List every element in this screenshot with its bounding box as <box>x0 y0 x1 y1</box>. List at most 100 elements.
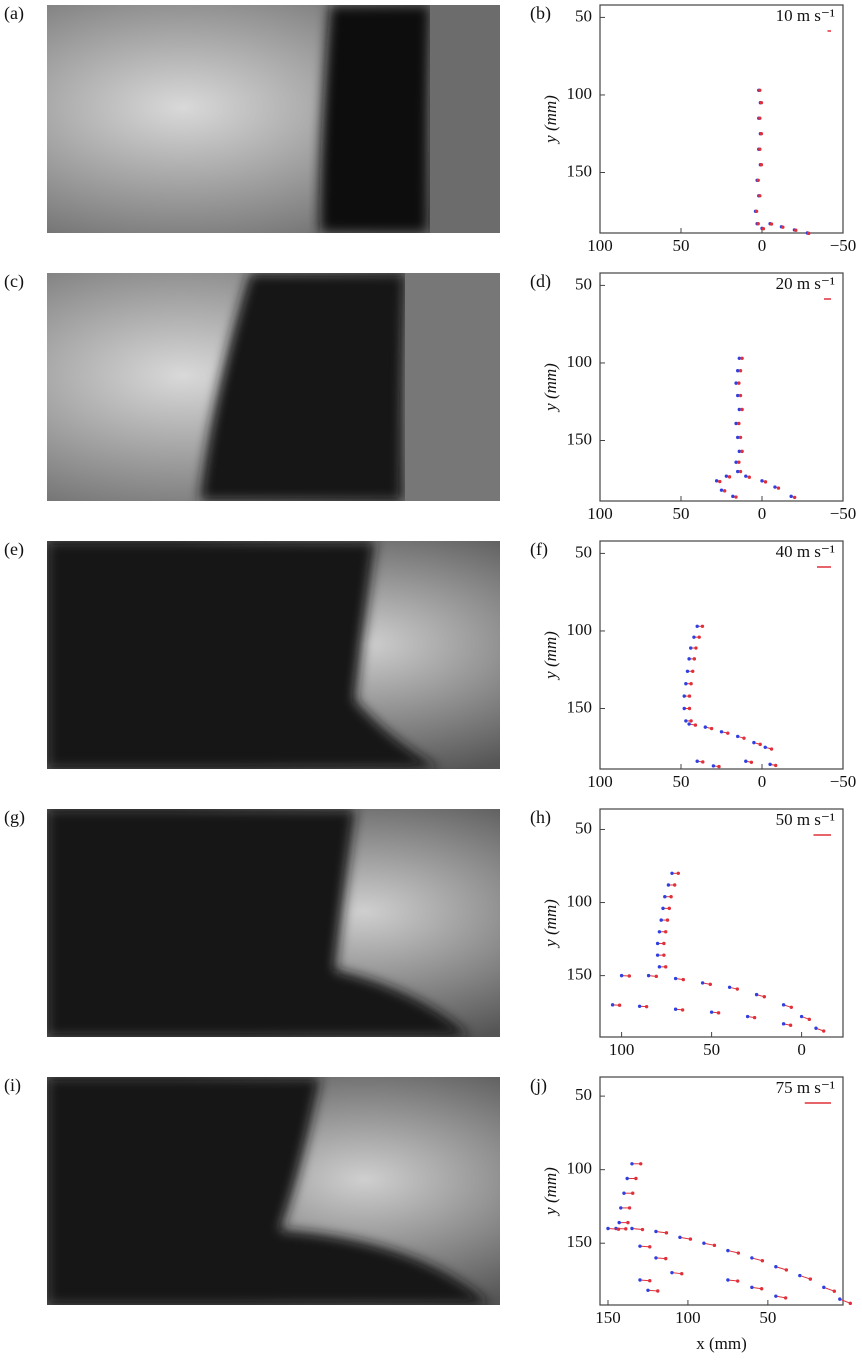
vector <box>745 1014 757 1020</box>
y-axis-label: y (mm) <box>541 631 560 681</box>
vector <box>734 381 741 385</box>
vector <box>700 981 712 987</box>
panel-label: (d) <box>530 271 551 292</box>
y-tick-label: 100 <box>567 352 593 371</box>
vector <box>638 1244 652 1249</box>
panel-label: (j) <box>530 1075 547 1096</box>
vector <box>744 474 751 479</box>
vector <box>736 393 743 398</box>
key-label: 20 m s⁻¹ <box>776 274 835 293</box>
vector <box>774 1265 789 1272</box>
vector <box>657 965 668 969</box>
x-tick-label: 0 <box>758 236 767 255</box>
plot-frame <box>599 540 844 770</box>
vector <box>638 1278 652 1283</box>
vector <box>619 1206 632 1210</box>
key-label: 75 m s⁻¹ <box>776 1078 835 1097</box>
vector <box>736 435 743 440</box>
vector <box>799 1014 811 1022</box>
x-tick-label: −50 <box>830 504 857 523</box>
vector <box>714 479 722 484</box>
panel-label: (f) <box>530 539 548 560</box>
x-tick-label: 100 <box>609 1040 635 1059</box>
vector <box>755 221 760 226</box>
x-tick-label: −50 <box>830 236 857 255</box>
image-label: (i) <box>4 1075 21 1096</box>
vector <box>792 228 798 232</box>
vector <box>654 1256 668 1261</box>
vector <box>692 635 701 639</box>
y-tick-label: 150 <box>567 697 593 716</box>
vector <box>684 681 693 686</box>
vector <box>661 906 671 911</box>
image-label: (e) <box>4 539 24 560</box>
vector <box>763 745 774 751</box>
vector <box>768 762 778 768</box>
vector <box>687 657 697 661</box>
image-label: (a) <box>4 3 24 24</box>
photo <box>47 5 500 233</box>
x-tick-label: 100 <box>675 1308 701 1327</box>
vector <box>703 725 714 731</box>
plot-frame <box>599 4 844 234</box>
vector <box>695 759 705 764</box>
vector <box>726 1248 741 1255</box>
vector <box>781 1022 793 1027</box>
y-tick-label: 50 <box>575 818 592 837</box>
vector <box>702 1241 717 1248</box>
y-tick-label: 50 <box>575 6 592 25</box>
vector <box>666 883 677 887</box>
image-label: (g) <box>4 807 25 828</box>
vector <box>670 871 680 876</box>
vector <box>760 226 766 231</box>
vector <box>719 730 730 735</box>
x-tick-label: 0 <box>797 1040 806 1059</box>
y-tick-label: 150 <box>567 1232 593 1251</box>
x-tick-label: 100 <box>587 504 613 523</box>
vector <box>678 1235 693 1241</box>
vector <box>779 225 785 229</box>
y-axis-label: y (mm) <box>541 1167 560 1217</box>
vector <box>727 985 739 991</box>
vector <box>684 719 693 723</box>
vector <box>622 1191 635 1195</box>
y-tick-label: 150 <box>567 965 593 984</box>
key-label: 50 m s⁻¹ <box>776 810 835 829</box>
vector <box>673 976 685 982</box>
vector <box>798 1273 813 1281</box>
vector <box>822 1285 837 1293</box>
vector <box>695 624 705 629</box>
vector <box>736 734 746 740</box>
vector <box>630 1226 645 1232</box>
vector <box>737 449 744 454</box>
vector <box>774 1294 788 1300</box>
vector <box>754 992 766 999</box>
vector <box>663 894 673 899</box>
vector <box>724 474 732 479</box>
vector <box>630 1162 643 1166</box>
y-tick-label: 100 <box>567 84 593 103</box>
x-tick-label: 50 <box>759 1308 776 1327</box>
key-label: 10 m s⁻¹ <box>776 6 835 25</box>
vector <box>673 1007 685 1012</box>
y-tick-label: 100 <box>567 620 593 639</box>
vector <box>736 469 743 474</box>
vector <box>736 369 743 373</box>
vector <box>789 494 797 500</box>
vector <box>689 646 698 650</box>
x-tick-label: 150 <box>595 1308 621 1327</box>
x-tick-label: 0 <box>758 504 767 523</box>
vector <box>755 178 760 182</box>
vector <box>805 231 811 236</box>
x-tick-label: 50 <box>703 1040 720 1059</box>
vector <box>619 973 631 978</box>
x-tick-label: 50 <box>673 772 690 791</box>
vector <box>737 407 744 412</box>
y-axis-label: y (mm) <box>541 363 560 413</box>
vector <box>781 1003 793 1009</box>
x-tick-label: 100 <box>587 772 613 791</box>
vector <box>758 163 764 167</box>
x-tick-label: 50 <box>673 504 690 523</box>
plot-frame <box>599 808 844 1038</box>
vector <box>687 722 698 727</box>
